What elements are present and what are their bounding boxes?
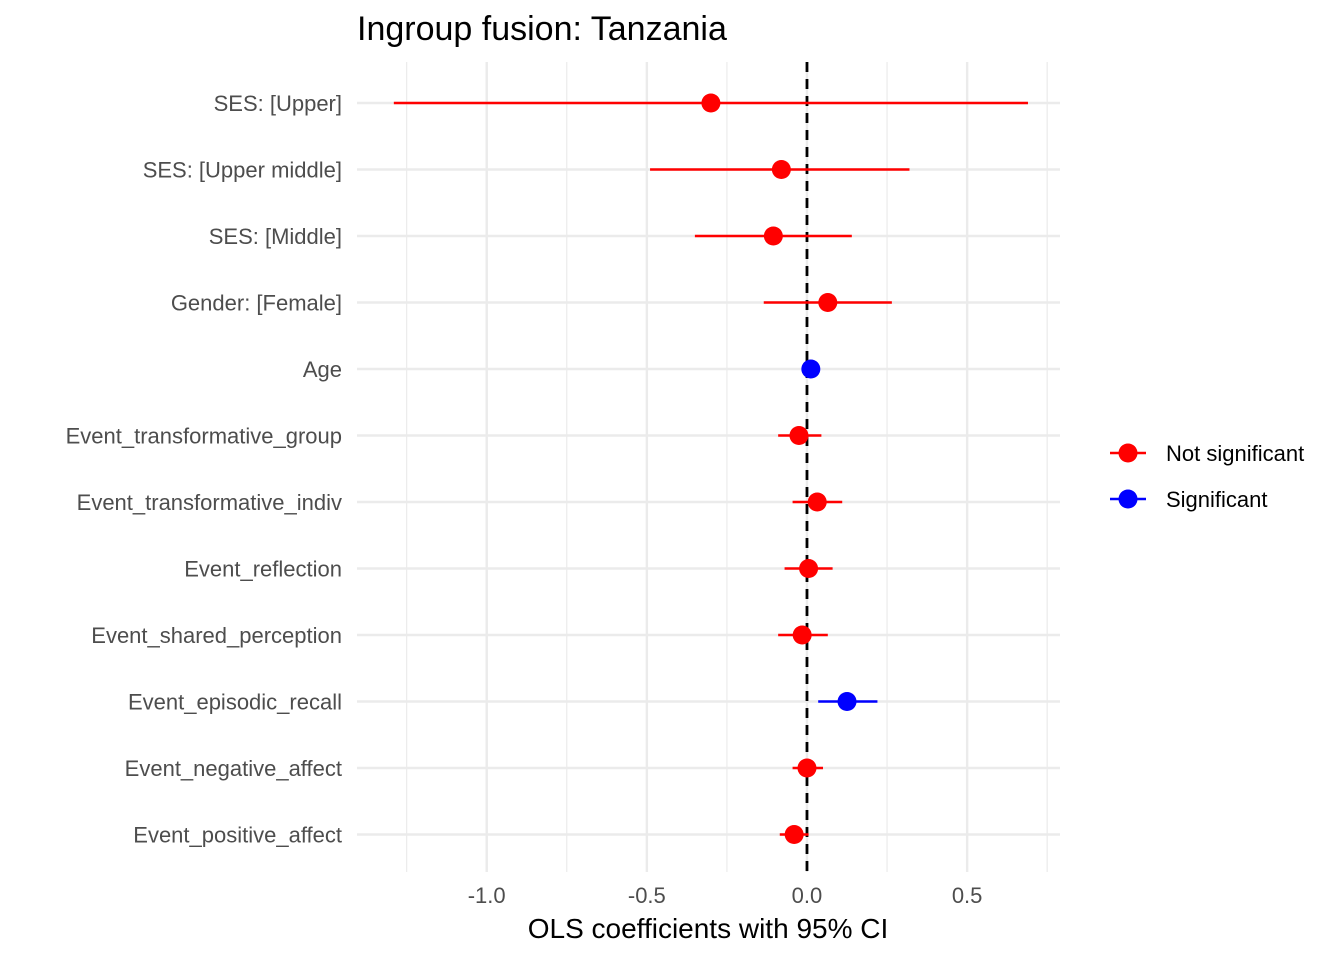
chart-title: Ingroup fusion: Tanzania <box>357 10 727 48</box>
y-tick-labels: SES: [Upper] SES: [Upper middle] SES: [Mid… <box>66 91 342 848</box>
x-axis-label: OLS coefficients with 95% CI <box>528 913 889 944</box>
estimate-point <box>784 825 804 844</box>
y-tick-label: Event_transformative_group <box>66 424 342 449</box>
estimate-point <box>837 692 857 711</box>
x-tick-label: 0.5 <box>952 883 983 908</box>
estimate-point <box>701 93 721 113</box>
x-tick-label: 0.0 <box>792 883 823 908</box>
marks-layer <box>393 93 1028 844</box>
legend-label: Not significant <box>1166 441 1304 466</box>
y-tick-label: Event_transformative_indiv <box>77 490 342 515</box>
estimate-point <box>792 625 812 645</box>
legend-key-point <box>1118 443 1138 463</box>
estimate-point <box>771 160 791 179</box>
estimate-point <box>789 426 809 445</box>
x-tick-label: -1.0 <box>468 883 506 908</box>
legend-item: Significant <box>1110 487 1268 512</box>
y-tick-label: Age <box>303 357 342 382</box>
y-tick-label: Gender: [Female] <box>171 291 342 316</box>
y-tick-label: SES: [Middle] <box>209 224 342 249</box>
legend-item: Not significant <box>1110 441 1304 466</box>
legend: Not significant Significant <box>1110 441 1304 512</box>
y-tick-label: SES: [Upper] <box>214 91 342 116</box>
estimate-point <box>818 293 838 312</box>
y-tick-label: Event_episodic_recall <box>128 690 342 715</box>
y-tick-label: Event_reflection <box>184 557 342 582</box>
estimate-point <box>763 226 783 246</box>
x-tick-label: -0.5 <box>628 883 666 908</box>
legend-label: Significant <box>1166 487 1268 512</box>
y-tick-label: Event_negative_affect <box>125 756 342 781</box>
x-tick-labels: -1.0 -0.5 0.0 0.5 <box>468 883 983 908</box>
estimate-point <box>799 559 819 578</box>
estimate-point <box>801 359 821 379</box>
legend-key-point <box>1118 489 1138 509</box>
y-tick-label: Event_positive_affect <box>133 823 342 848</box>
grid-layer <box>357 62 1060 872</box>
y-tick-label: Event_shared_perception <box>91 623 342 648</box>
estimate-point <box>797 758 817 778</box>
y-tick-label: SES: [Upper middle] <box>143 158 342 183</box>
estimate-point <box>807 492 827 512</box>
